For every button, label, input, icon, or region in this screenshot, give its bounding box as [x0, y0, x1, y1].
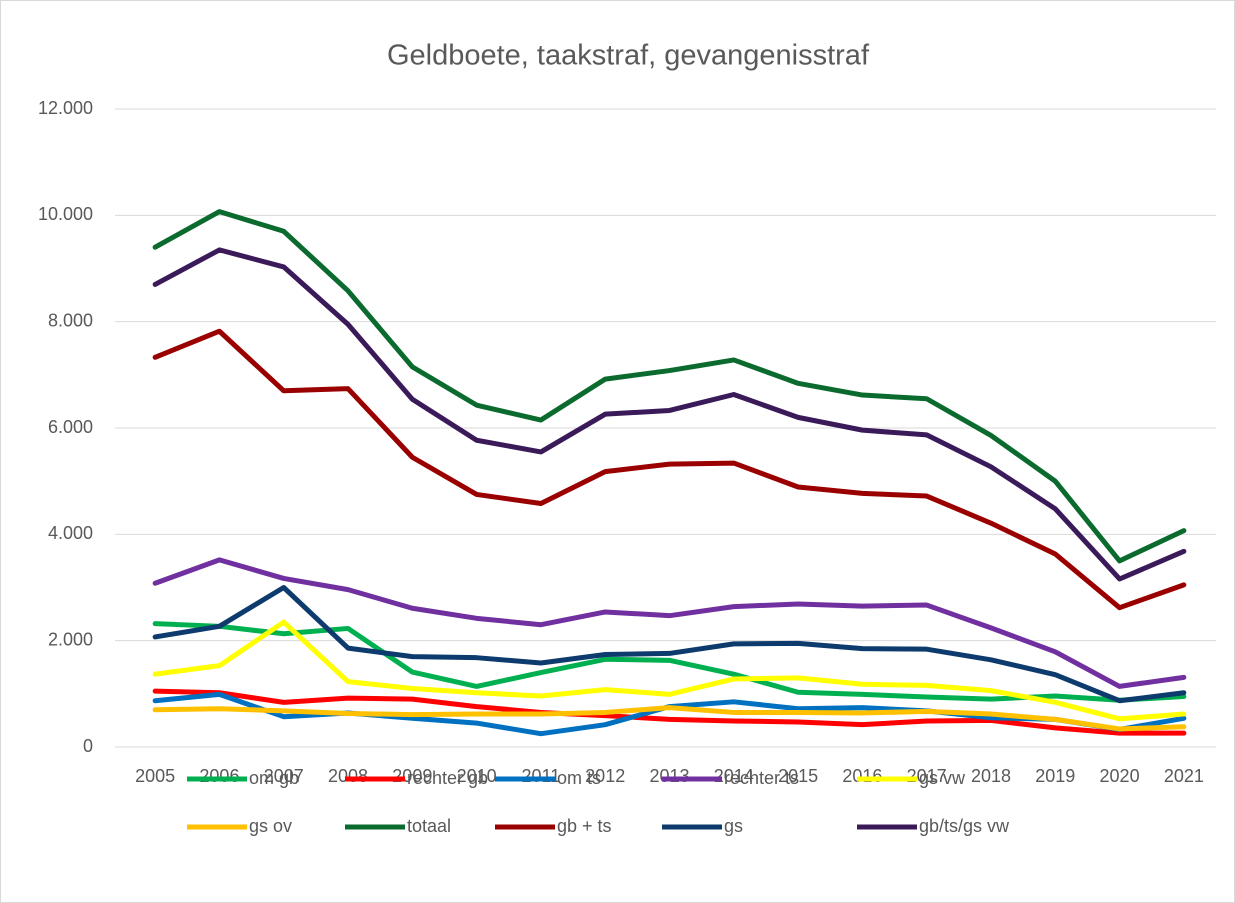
y-tick-label: 4.000: [48, 523, 93, 543]
series-line: [152, 705, 1187, 732]
y-tick-label: 6.000: [48, 417, 93, 437]
x-tick-label: 2020: [1100, 766, 1140, 786]
legend-label: gs: [724, 816, 743, 836]
x-tick-label: 2010: [457, 766, 497, 786]
x-tick-label: 2015: [778, 766, 818, 786]
x-tick-label: 2016: [842, 766, 882, 786]
legend-label: gs ov: [249, 816, 292, 836]
legend-label: gb/ts/gs vw: [919, 816, 1010, 836]
legend-label: totaal: [407, 816, 451, 836]
series-line: [152, 209, 1187, 564]
x-tick-label: 2007: [264, 766, 304, 786]
x-tick-label: 2014: [714, 766, 754, 786]
y-tick-label: 2.000: [48, 629, 93, 649]
x-tick-label: 2012: [585, 766, 625, 786]
x-tick-label: 2011: [522, 766, 561, 786]
x-tick-label: 2005: [135, 766, 175, 786]
legend-label: gs vw: [919, 768, 966, 788]
x-tick-label: 2018: [971, 766, 1011, 786]
y-tick-label: 12.000: [38, 98, 93, 118]
legend-label: rechter gb: [407, 768, 488, 788]
series-line: [152, 328, 1187, 611]
series-line: [152, 585, 1187, 704]
x-tick-label: 2013: [649, 766, 689, 786]
legend-label: om gb: [249, 768, 299, 788]
legend-label: om ts: [557, 768, 601, 788]
chart-title: Geldboete, taakstraf, gevangenisstraf: [387, 40, 870, 72]
x-tick-label: 2019: [1035, 766, 1075, 786]
y-tick-label: 10.000: [38, 204, 93, 224]
x-tick-label: 2021: [1164, 766, 1204, 786]
legend-label: rechter ts: [724, 768, 799, 788]
series-line: [152, 557, 1187, 689]
legend-label: gb + ts: [557, 816, 612, 836]
series-line: [152, 688, 1187, 736]
x-tick-label: 2008: [328, 766, 368, 786]
series-line: [152, 619, 1187, 722]
series-line: [152, 247, 1187, 582]
y-tick-label: 8.000: [48, 310, 93, 330]
y-tick-label: 0: [83, 736, 93, 756]
x-tick-label: 2006: [199, 766, 239, 786]
